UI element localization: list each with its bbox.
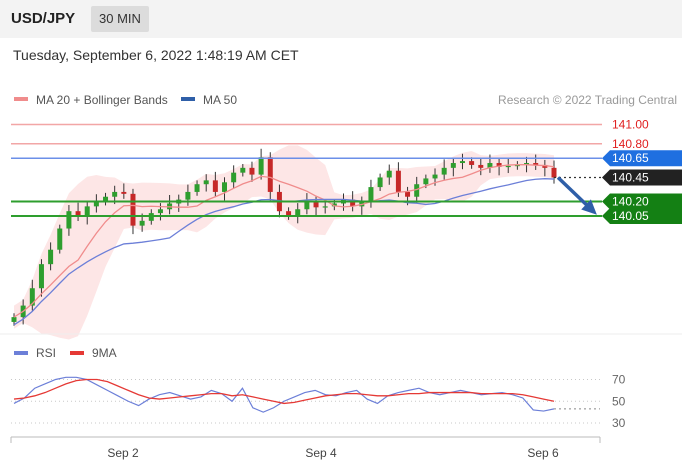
ma20-legend-swatch [14, 97, 28, 101]
candle-body [222, 182, 228, 192]
candle-body [84, 206, 90, 216]
header-bar: USD/JPY 30 MIN [0, 0, 682, 38]
candle-body [432, 174, 438, 179]
candle-body [395, 170, 401, 192]
rsi-plot: 30 50 70 [11, 373, 626, 430]
ma50-legend-swatch [181, 97, 195, 101]
candle-body [249, 167, 255, 175]
candle-body [185, 191, 191, 200]
candle-body [194, 184, 200, 192]
rsi-legend: RSI 9MA [14, 346, 117, 360]
main-legend: MA 20 + Bollinger Bands MA 50 Research ©… [14, 93, 677, 107]
x-tick-label-sep4: Sep 4 [305, 446, 337, 460]
candle-body [267, 157, 273, 192]
candle-body [533, 163, 539, 165]
candle-body [350, 199, 356, 207]
candle-body [450, 163, 456, 168]
candle-body [240, 167, 246, 173]
candle-body [478, 164, 484, 168]
candle-body [386, 170, 392, 178]
x-axis: Sep 2 Sep 4 Sep 6 [10, 436, 601, 460]
candle-body [505, 165, 511, 168]
rsi-ma-line [13, 378, 555, 405]
candle-body [231, 172, 237, 183]
support-badge-5 [602, 208, 682, 224]
candle-body [103, 196, 109, 202]
candle-body [331, 203, 337, 207]
candle-body [459, 161, 465, 164]
last-price-badge [602, 169, 682, 186]
candle-body [11, 317, 17, 322]
candle-body [423, 178, 429, 185]
candle-body [75, 211, 81, 216]
copyright-label: Research © 2022 Trading Central [498, 93, 677, 107]
rsi-ma-legend-label: 9MA [92, 346, 117, 360]
timeframe-button[interactable]: 30 MIN [91, 6, 149, 32]
pivot-label: 140.65 [612, 151, 649, 165]
ma20-line [13, 164, 555, 318]
candle-body [139, 220, 145, 226]
resistance-label-1: 140.80 [612, 137, 649, 151]
candle-body [377, 177, 383, 188]
rsi-tick-label-70: 70 [612, 373, 626, 387]
candle-body [487, 163, 493, 168]
candle-body [212, 180, 218, 192]
x-tick-label-sep2: Sep 2 [107, 446, 139, 460]
rsi-tick-label-30: 30 [612, 416, 626, 430]
rsi-line [13, 376, 555, 413]
pivot-badge [602, 150, 682, 167]
rsi-ma-legend-swatch [70, 351, 84, 355]
rsi-tick-label-50: 50 [612, 394, 626, 408]
support-label-5: 140.05 [612, 209, 649, 223]
candle-body [130, 193, 136, 226]
resistance-label-0: 141.00 [612, 118, 649, 132]
candle-body [514, 164, 520, 167]
candle-body [203, 180, 209, 185]
candle-body [414, 184, 420, 197]
last-price-label: 140.45 [612, 170, 649, 184]
candle-body [258, 157, 264, 175]
candle-body [121, 191, 127, 194]
candle-body [93, 201, 99, 207]
candle-body [57, 228, 63, 250]
candle-body [66, 211, 72, 229]
rsi-legend-swatch [14, 351, 28, 355]
candle-body [48, 249, 54, 265]
candle-body [441, 167, 447, 175]
candle-body [157, 209, 163, 214]
candle-body [405, 191, 411, 197]
rsi-legend-label: RSI [36, 346, 56, 360]
datetime-label: Tuesday, September 6, 2022 1:48:19 AM CE… [13, 47, 299, 63]
candle-body [112, 191, 118, 197]
candle-body [29, 288, 35, 306]
support-label-4: 140.20 [612, 195, 649, 209]
candle-body [313, 201, 319, 208]
candle-body [286, 211, 292, 216]
candle-body [295, 209, 301, 216]
ma20-legend-label: MA 20 + Bollinger Bands [36, 93, 168, 107]
support-badge-4 [602, 193, 682, 210]
candle-body [322, 206, 328, 208]
candle-body [368, 187, 374, 202]
symbol-title: USD/JPY [11, 10, 76, 27]
candle-body [551, 167, 557, 178]
forecast-arrow-head [581, 199, 597, 215]
candle-body [304, 201, 310, 210]
candle-body [496, 163, 502, 167]
ma50-legend-label: MA 50 [203, 93, 237, 107]
candle-body [38, 264, 44, 289]
bollinger-band-area [14, 145, 554, 340]
price-plot [11, 145, 557, 340]
candle-body [469, 161, 475, 165]
candle-body [524, 163, 530, 165]
candle-body [542, 164, 548, 168]
x-tick-label-sep6: Sep 6 [527, 446, 559, 460]
